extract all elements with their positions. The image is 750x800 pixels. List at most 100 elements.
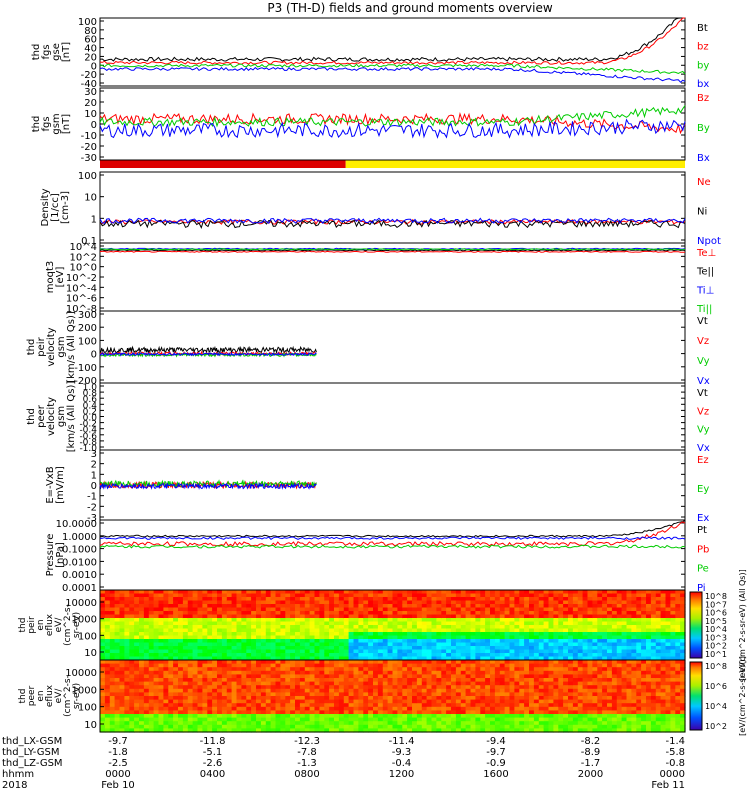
spectrogram-cell [641, 607, 647, 612]
spectrogram-cell [597, 639, 603, 644]
spectrogram-cell [168, 614, 174, 619]
spectrogram-cell [382, 625, 389, 630]
spectrogram-cell [119, 597, 125, 602]
spectrogram-cell [431, 600, 437, 605]
spectrogram-cell [587, 625, 593, 630]
spectrogram-cell [119, 635, 125, 640]
spectrogram-cell [358, 628, 364, 633]
spectrogram-cell [319, 646, 325, 651]
spectrogram-cell [324, 663, 330, 668]
spectrogram-cell [514, 670, 520, 675]
spectrogram-cell [455, 635, 462, 640]
spectrogram-cell [217, 667, 223, 672]
spectrogram-cell [572, 688, 579, 693]
spectrogram-cell [553, 628, 559, 633]
spectrogram-cell [529, 604, 535, 609]
spectrogram-cell [494, 607, 501, 612]
spectrogram-cell [509, 699, 515, 704]
spectrogram-cell [251, 667, 257, 672]
spectrogram-cell [246, 696, 252, 701]
spectrogram-cell [148, 688, 155, 693]
spectrogram-cell [275, 663, 281, 668]
spectrogram-cell [236, 632, 242, 637]
spectrogram-cell [563, 625, 569, 630]
spectrogram-cell [348, 721, 355, 726]
spectrogram-cell [324, 656, 330, 661]
spectrogram-cell [509, 597, 515, 602]
spectrogram-cell [119, 593, 125, 598]
spectrogram-cell [275, 728, 281, 733]
spectrogram-cell [558, 632, 564, 637]
spectrogram-cell [465, 678, 472, 683]
spectrogram-cell [543, 593, 550, 598]
spectrogram-cell [382, 639, 389, 644]
spectrogram-cell [480, 621, 486, 626]
spectrogram-cell [490, 621, 496, 626]
spectrogram-cell [451, 663, 457, 668]
spectrogram-cell [363, 670, 369, 675]
spectrogram-cell [582, 703, 589, 708]
spectrogram-cell [363, 590, 369, 595]
spectrogram-cell [582, 660, 589, 665]
spectrogram-cell [373, 600, 379, 605]
spectrogram-cell [129, 678, 135, 683]
spectrogram-cell [538, 667, 545, 672]
spectrogram-cell [519, 604, 525, 609]
spectrogram-cell [558, 642, 564, 647]
spectrogram-cell [265, 635, 272, 640]
spectrogram-cell [407, 692, 413, 697]
spectrogram-cell [636, 685, 642, 690]
spectrogram-cell [168, 724, 174, 729]
spectrogram-cell [114, 649, 121, 654]
spectrogram-cell [119, 628, 125, 633]
spectrogram-cell [377, 639, 384, 644]
spectrogram-cell [207, 635, 213, 640]
spectrogram-cell [421, 618, 428, 623]
spectrogram-cell [265, 678, 272, 683]
spectrogram-cell [611, 728, 618, 733]
spectrogram-cell [236, 724, 242, 729]
spectrogram-cell [407, 699, 413, 704]
spectrogram-cell [100, 625, 106, 630]
spectrogram-cell [187, 621, 194, 626]
spectrogram-cell [387, 674, 394, 679]
spectrogram-cell [314, 597, 320, 602]
spectrogram-cell [368, 688, 374, 693]
spectrogram-cell [455, 618, 462, 623]
spectrogram-cell [182, 649, 189, 654]
spectrogram-cell [455, 696, 462, 701]
spectrogram-cell [295, 692, 301, 697]
spectrogram-cell [480, 632, 486, 637]
spectrogram-cell [104, 597, 111, 602]
spectrogram-cell [158, 642, 164, 647]
spectrogram-cell [451, 667, 457, 672]
spectrogram-cell [212, 656, 218, 661]
spectrogram-cell [587, 639, 593, 644]
spectrogram-cell [446, 685, 452, 690]
spectrogram-cell [543, 607, 550, 612]
spectrogram-cell [348, 717, 355, 722]
spectrogram-cell [402, 600, 408, 605]
spectrogram-cell [226, 611, 233, 616]
spectrogram-cell [455, 714, 462, 719]
spectrogram-cell [387, 635, 394, 640]
spectrogram-cell [543, 714, 550, 719]
spectrogram-cell [168, 600, 174, 605]
spectrogram-cell [129, 600, 135, 605]
spectrogram-cell [470, 632, 476, 637]
spectrogram-cell [636, 706, 642, 711]
spectrogram-cell [475, 692, 481, 697]
spectrogram-cell [607, 642, 613, 647]
spectrogram-cell [104, 699, 111, 704]
spectrogram-cell [421, 628, 428, 633]
spectrogram-cell [295, 696, 301, 701]
spectrogram-cell [290, 621, 296, 626]
spectrogram-cell [675, 635, 681, 640]
spectrogram-cell [533, 692, 540, 697]
spectrogram-cell [158, 604, 164, 609]
spectrogram-cell [382, 653, 389, 658]
spectrogram-cell [397, 646, 403, 651]
spectrogram-cell [480, 681, 486, 686]
spectrogram-cell [338, 597, 345, 602]
spectrogram-cell [538, 706, 545, 711]
